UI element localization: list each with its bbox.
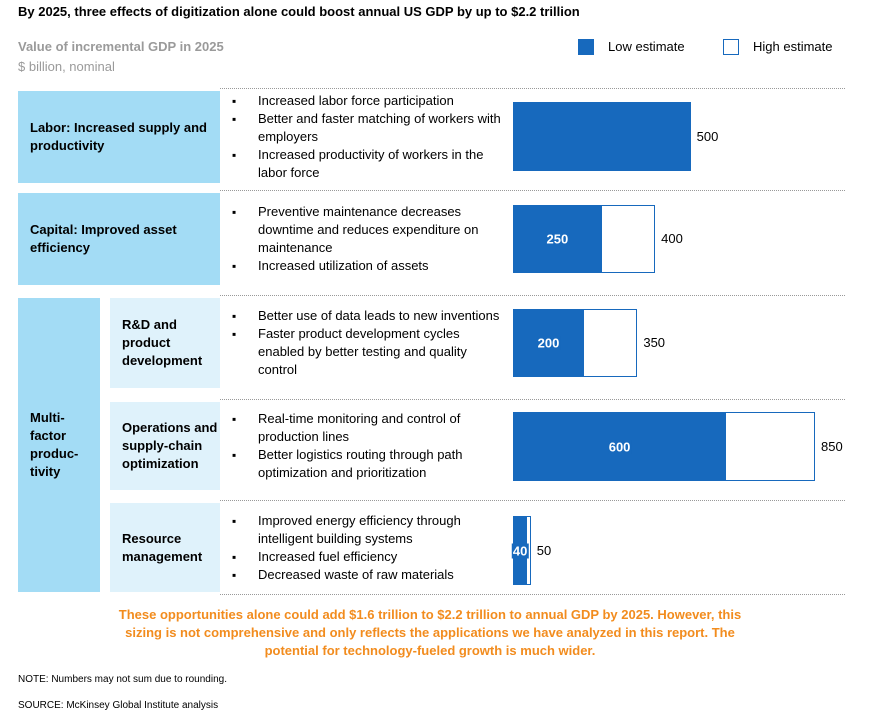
bullet: Improved energy efficiency through intel… bbox=[232, 512, 502, 548]
separator bbox=[220, 190, 845, 191]
source: SOURCE: McKinsey Global Institute analys… bbox=[18, 700, 219, 711]
unit-label: $ billion, nominal bbox=[18, 59, 115, 74]
category-label: R&D and product development bbox=[110, 298, 220, 388]
bullet: Faster product development cycles enable… bbox=[232, 325, 502, 379]
category-label: Labor: Increased supply and productivity bbox=[18, 91, 220, 183]
category-label: Resource management bbox=[110, 503, 220, 592]
bullet: Better use of data leads to new inventio… bbox=[232, 307, 502, 325]
subtitle: Value of incremental GDP in 2025 bbox=[18, 39, 224, 54]
bullet-list: Better use of data leads to new inventio… bbox=[232, 298, 502, 388]
bullet-list: Increased labor force participationBette… bbox=[232, 91, 502, 183]
title: By 2025, three effects of digitization a… bbox=[18, 4, 580, 19]
bullet: Increased labor force participation bbox=[232, 92, 502, 110]
bullet: Preventive maintenance decreases downtim… bbox=[232, 203, 502, 257]
separator bbox=[220, 88, 845, 89]
value-label-low: 40 bbox=[511, 543, 529, 558]
bullet: Increased utilization of assets bbox=[232, 257, 502, 275]
value-label: 500 bbox=[696, 128, 719, 144]
value-label-low: 600 bbox=[607, 439, 632, 454]
bullet: Real-time monitoring and control of prod… bbox=[232, 410, 502, 446]
callout: These opportunities alone could add $1.6… bbox=[118, 607, 742, 658]
note: NOTE: Numbers may not sum due to roundin… bbox=[18, 674, 227, 685]
separator bbox=[220, 500, 845, 501]
category-label: Capital: Improved asset efficiency bbox=[18, 193, 220, 285]
bullet: Increased fuel efficiency bbox=[232, 548, 502, 566]
value-label-low: 200 bbox=[536, 335, 561, 351]
bullet: Better logistics routing through path op… bbox=[232, 446, 502, 482]
legend-swatch bbox=[723, 39, 739, 55]
bullet: Decreased waste of raw materials bbox=[232, 566, 502, 584]
bullet: Increased productivity of workers in the… bbox=[232, 146, 502, 182]
bullet: Better and faster matching of workers wi… bbox=[232, 110, 502, 146]
value-label: 350 bbox=[643, 335, 666, 350]
separator bbox=[220, 399, 845, 400]
value-label: 850 bbox=[821, 438, 843, 454]
legend-label: Low estimate bbox=[608, 39, 685, 54]
category-label: Operations and supply-chain optimization bbox=[110, 402, 220, 490]
bullet-list: Real-time monitoring and control of prod… bbox=[232, 402, 502, 490]
value-label: 50 bbox=[536, 542, 552, 558]
bullet-list: Preventive maintenance decreases downtim… bbox=[232, 193, 502, 285]
separator bbox=[220, 295, 845, 296]
legend-label: High estimate bbox=[753, 39, 833, 54]
value-label-low: 250 bbox=[545, 231, 570, 247]
bar-low bbox=[513, 102, 691, 171]
bullet-list: Improved energy efficiency through intel… bbox=[232, 503, 502, 592]
legend-swatch bbox=[578, 39, 594, 55]
group-label: Multi- factor produc- tivity bbox=[18, 298, 100, 592]
separator bbox=[220, 594, 845, 595]
value-label: 400 bbox=[661, 231, 683, 246]
